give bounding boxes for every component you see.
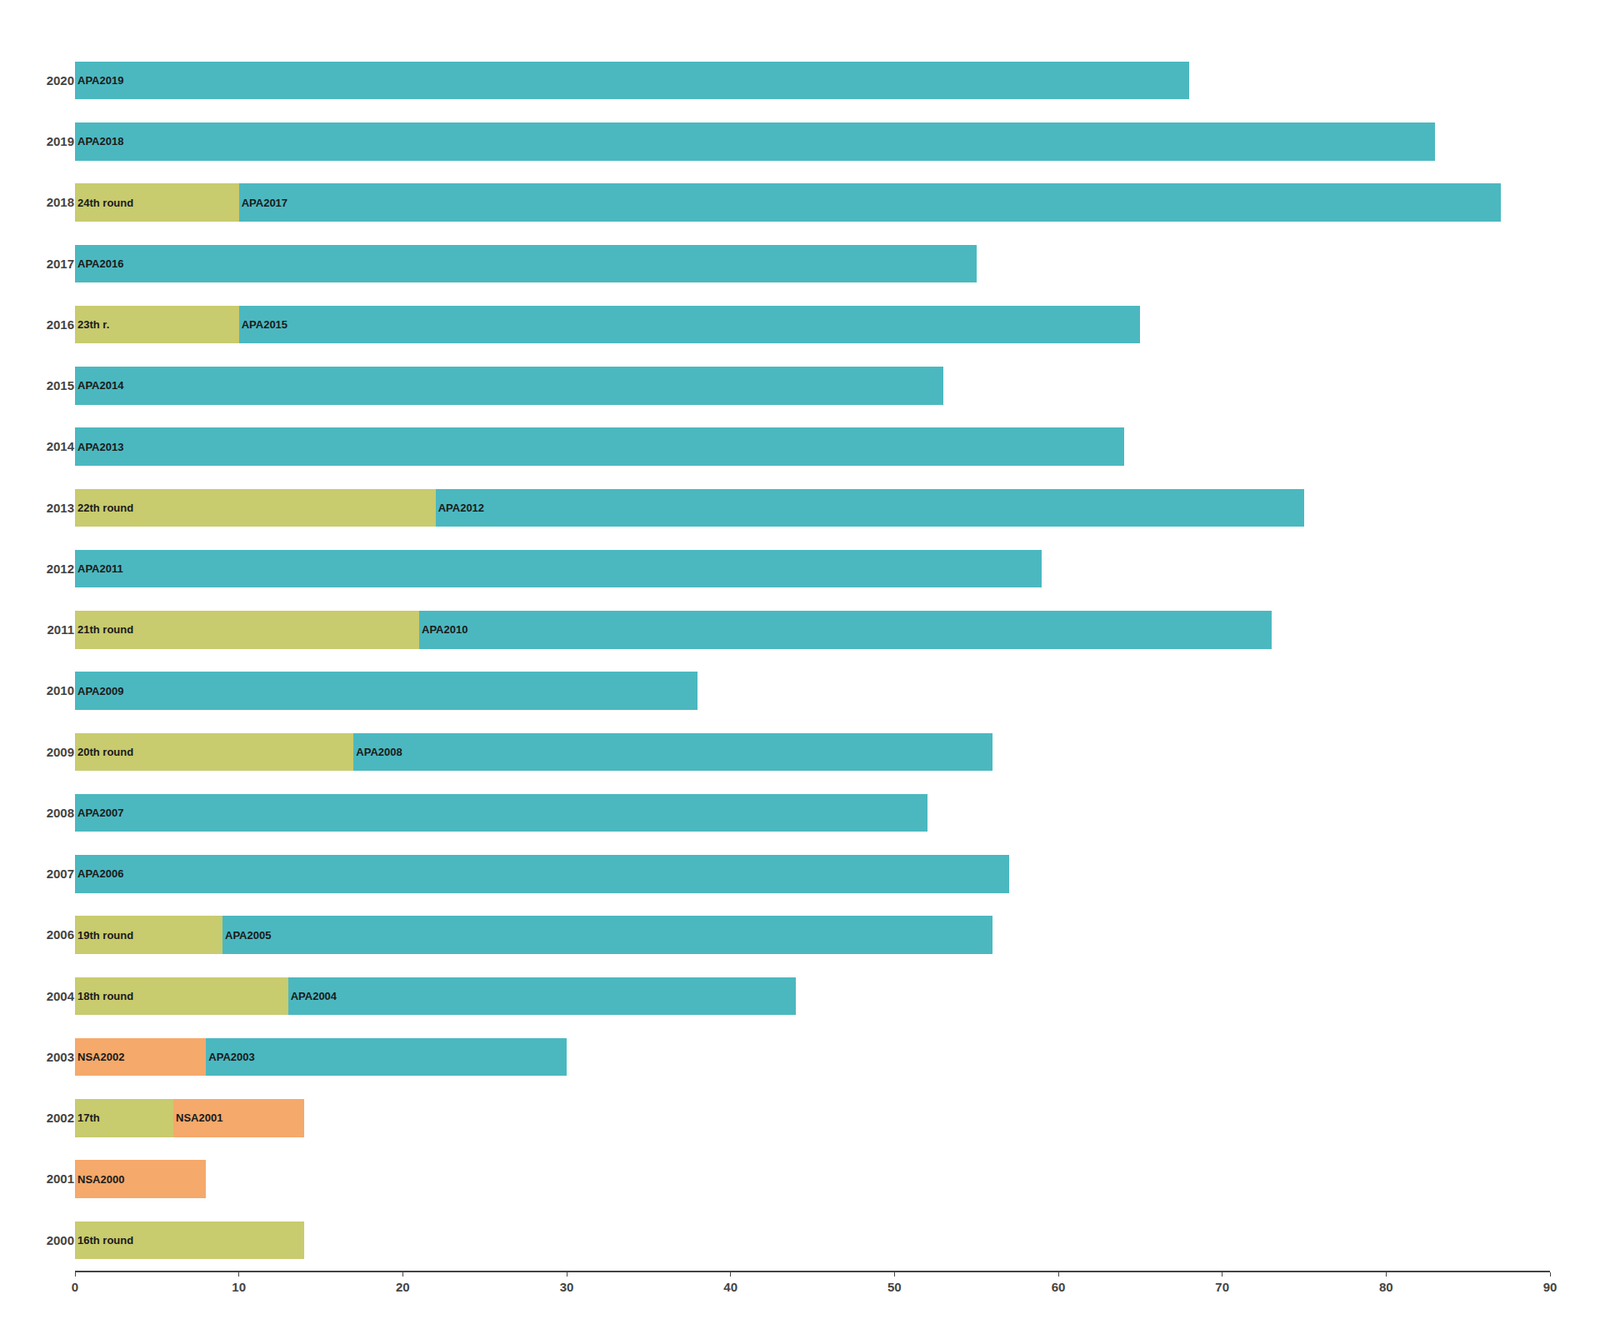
svg-text:2001: 2001 (46, 1171, 75, 1186)
svg-text:APA2012: APA2012 (438, 501, 485, 515)
svg-text:2000: 2000 (46, 1233, 75, 1248)
svg-text:APA2018: APA2018 (77, 135, 124, 148)
svg-text:APA2016: APA2016 (77, 257, 124, 270)
svg-text:2013: 2013 (46, 500, 75, 515)
svg-text:20: 20 (395, 1280, 410, 1295)
svg-text:22th round: 22th round (77, 501, 134, 515)
svg-text:APA2008: APA2008 (355, 745, 402, 759)
svg-text:2006: 2006 (46, 927, 75, 942)
svg-text:2020: 2020 (46, 73, 75, 88)
svg-text:60: 60 (1051, 1280, 1066, 1295)
svg-text:NSA2000: NSA2000 (77, 1173, 125, 1186)
svg-text:2016: 2016 (46, 317, 75, 332)
svg-text:2019: 2019 (46, 134, 75, 149)
svg-text:50: 50 (887, 1280, 902, 1295)
svg-text:30: 30 (560, 1280, 575, 1295)
svg-text:2011: 2011 (46, 622, 75, 637)
svg-text:2018: 2018 (46, 195, 75, 210)
svg-text:NSA2002: NSA2002 (77, 1050, 125, 1064)
svg-text:2009: 2009 (46, 745, 75, 760)
svg-text:18th round: 18th round (77, 990, 134, 1003)
svg-text:40: 40 (723, 1280, 738, 1295)
svg-text:APA2007: APA2007 (77, 806, 124, 820)
svg-text:24th round: 24th round (77, 196, 134, 210)
svg-text:APA2004: APA2004 (290, 990, 338, 1003)
svg-text:20th round: 20th round (77, 745, 134, 759)
svg-text:2007: 2007 (46, 866, 75, 881)
svg-text:APA2011: APA2011 (77, 562, 124, 575)
svg-text:2012: 2012 (46, 561, 75, 576)
svg-text:16th round: 16th round (77, 1234, 134, 1247)
svg-text:70: 70 (1215, 1280, 1230, 1295)
svg-text:APA2013: APA2013 (77, 440, 124, 454)
svg-text:19th round: 19th round (77, 929, 134, 942)
svg-text:2004: 2004 (46, 989, 75, 1004)
svg-text:APA2006: APA2006 (77, 867, 124, 880)
svg-text:2014: 2014 (46, 439, 75, 454)
svg-text:0: 0 (71, 1280, 79, 1295)
svg-text:2002: 2002 (46, 1110, 75, 1125)
svg-text:80: 80 (1379, 1280, 1394, 1295)
svg-text:2015: 2015 (46, 378, 75, 393)
svg-text:APA2014: APA2014 (77, 379, 125, 392)
svg-text:APA2017: APA2017 (241, 196, 288, 210)
svg-text:NSA2001: NSA2001 (175, 1111, 223, 1125)
svg-text:2008: 2008 (46, 805, 75, 820)
svg-text:APA2003: APA2003 (208, 1050, 255, 1064)
svg-text:90: 90 (1543, 1280, 1558, 1295)
svg-text:17th: 17th (77, 1111, 100, 1125)
svg-text:21th round: 21th round (77, 623, 134, 636)
svg-text:23th r.: 23th r. (77, 318, 110, 331)
svg-text:APA2019: APA2019 (77, 74, 124, 87)
svg-text:APA2010: APA2010 (421, 623, 468, 636)
svg-text:2010: 2010 (46, 683, 75, 698)
svg-text:APA2015: APA2015 (241, 318, 288, 331)
svg-text:2003: 2003 (46, 1050, 75, 1065)
svg-text:10: 10 (231, 1280, 246, 1295)
svg-text:2017: 2017 (46, 256, 75, 271)
svg-text:APA2005: APA2005 (225, 929, 271, 942)
svg-text:APA2009: APA2009 (77, 685, 124, 698)
